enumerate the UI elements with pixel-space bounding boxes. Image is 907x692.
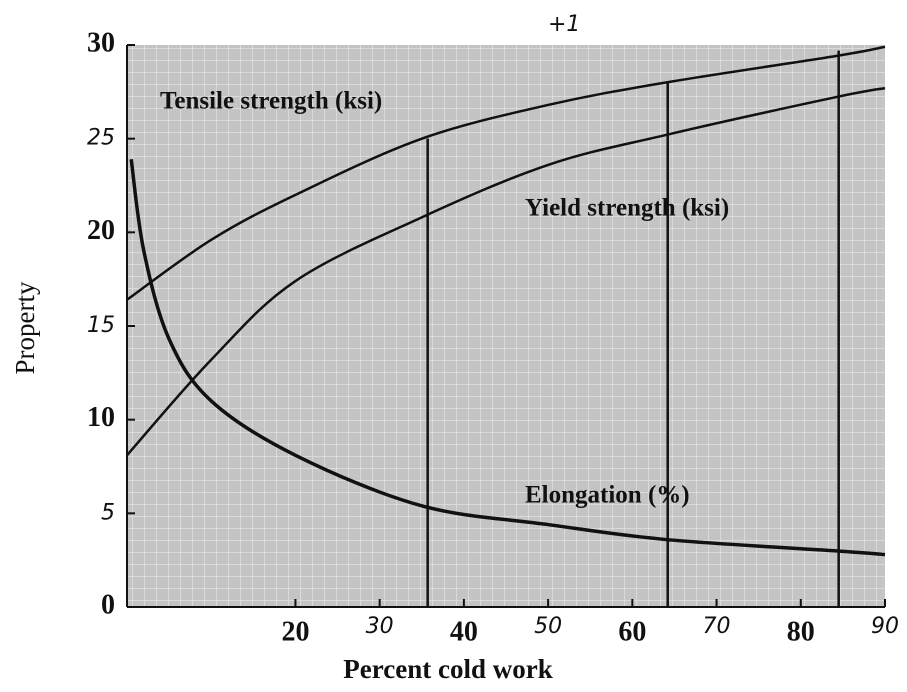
x-tick-label: 20 [281, 616, 309, 647]
x-tick-label: 80 [787, 616, 815, 647]
y-tick-label: 30 [87, 27, 115, 58]
y-tick-label: 20 [87, 215, 115, 246]
y-tick-label: 10 [87, 402, 115, 433]
x-tick-label: 50 [534, 614, 562, 639]
x-tick-label: 90 [871, 614, 899, 639]
annotation: +1 [548, 12, 580, 37]
curve-label: Tensile strength (ksi) [160, 88, 382, 115]
series-line [126, 86, 886, 457]
series-line [126, 45, 886, 301]
x-tick-label: 60 [618, 616, 646, 647]
x-tick-label: 40 [450, 616, 478, 647]
y-tick-label: 0 [101, 589, 115, 620]
plot-background [127, 45, 885, 607]
x-axis-label: Percent cold work [343, 654, 552, 684]
y-axis-label: Property [10, 281, 40, 374]
y-tick-label: 5 [101, 500, 115, 525]
x-tick-label: 30 [366, 614, 394, 639]
series-line [129, 159, 886, 557]
curve-label: Elongation (%) [525, 482, 690, 509]
curve-label: Yield strength (ksi) [525, 195, 729, 222]
y-tick-label: 15 [87, 313, 115, 338]
x-tick-label: 70 [703, 614, 731, 639]
y-tick-label: 25 [87, 126, 115, 151]
